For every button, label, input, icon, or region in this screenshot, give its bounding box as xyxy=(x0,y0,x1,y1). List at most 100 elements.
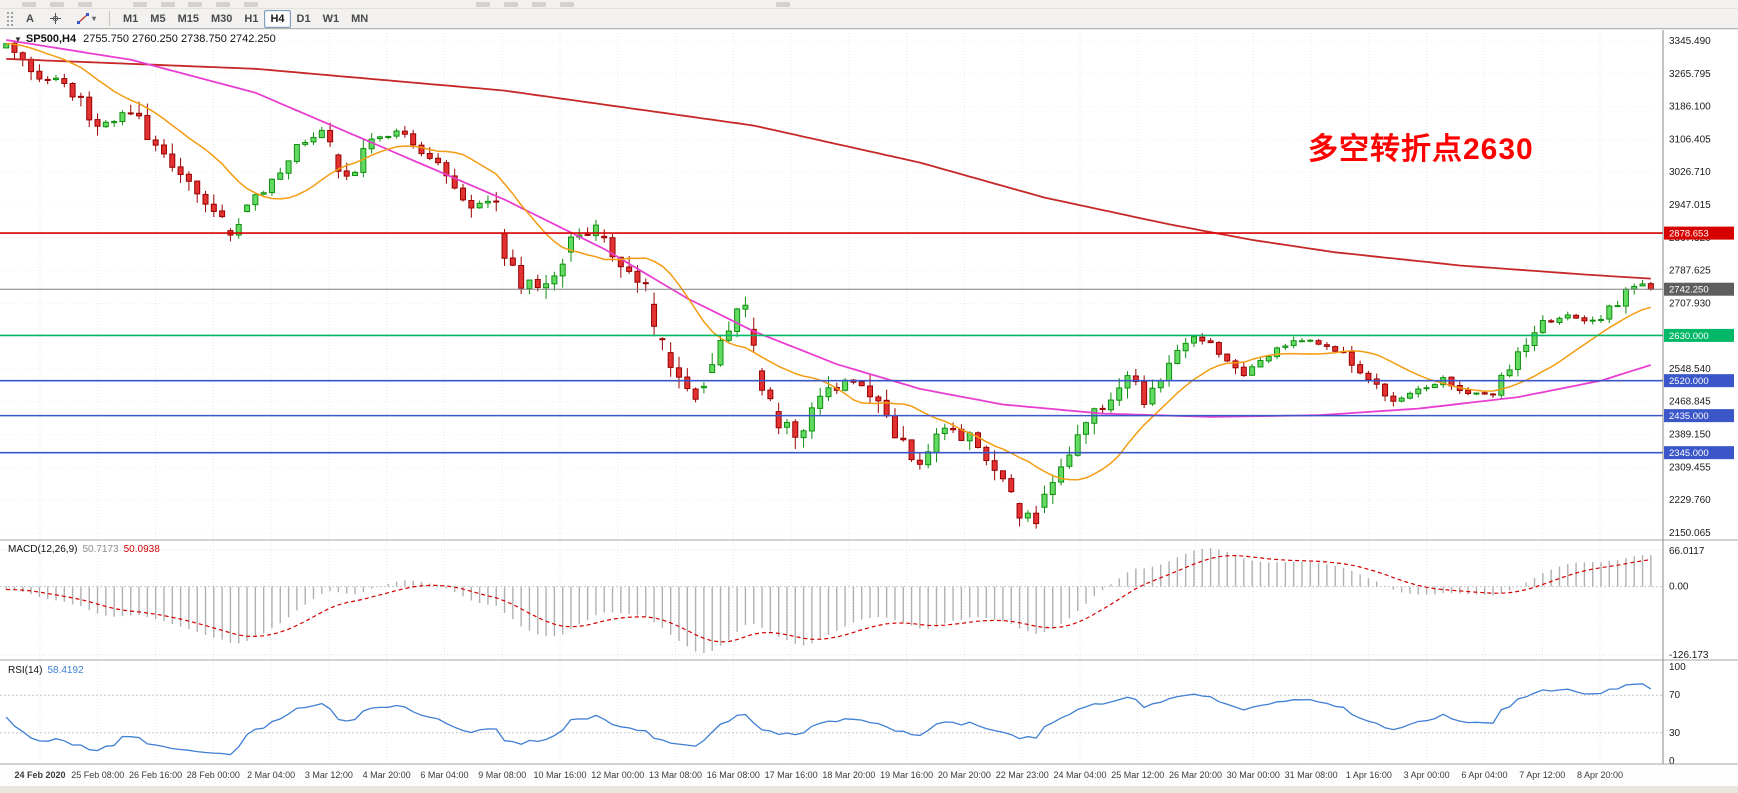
svg-text:0: 0 xyxy=(1669,756,1675,767)
svg-text:3265.795: 3265.795 xyxy=(1669,69,1711,80)
svg-text:24 Mar 04:00: 24 Mar 04:00 xyxy=(1053,770,1106,780)
horizontal-line-2345.000[interactable]: 2345.000 xyxy=(0,446,1734,460)
svg-text:100: 100 xyxy=(1669,662,1686,673)
svg-text:6 Apr 04:00: 6 Apr 04:00 xyxy=(1461,770,1507,780)
rsi-name: RSI(14) xyxy=(8,665,43,676)
svg-text:2150.065: 2150.065 xyxy=(1669,528,1711,539)
svg-text:4 Mar 20:00: 4 Mar 20:00 xyxy=(363,770,411,780)
price-tag-2878.653 xyxy=(1664,226,1734,240)
svg-text:20 Mar 20:00: 20 Mar 20:00 xyxy=(938,770,991,780)
clipped-icon xyxy=(216,2,230,7)
chart-window[interactable]: 3345.490 3265.795 3186.100 3106.405 3026.710… xyxy=(0,30,1738,793)
rsi-axis-labels: 100 70 30 0 xyxy=(1669,662,1686,767)
price-tag-2520.000 xyxy=(1664,374,1734,388)
crosshair-icon xyxy=(50,13,61,24)
svg-text:2345.000: 2345.000 xyxy=(1669,448,1709,459)
svg-text:2389.150: 2389.150 xyxy=(1669,429,1711,440)
ma-fast-orange xyxy=(6,42,1652,481)
rsi-value: 58.4192 xyxy=(47,665,84,676)
svg-text:16 Mar 08:00: 16 Mar 08:00 xyxy=(707,770,760,780)
timeframe-button-h1[interactable]: H1 xyxy=(238,10,264,28)
svg-text:10 Mar 16:00: 10 Mar 16:00 xyxy=(533,770,586,780)
svg-text:8 Apr 20:00: 8 Apr 20:00 xyxy=(1577,770,1623,780)
svg-text:19 Mar 16:00: 19 Mar 16:00 xyxy=(880,770,933,780)
toolbar-separator xyxy=(109,11,111,26)
clipped-toolbar-row xyxy=(0,0,1738,9)
horizontal-line-2435.000[interactable]: 2435.000 xyxy=(0,409,1734,423)
svg-text:26 Feb 16:00: 26 Feb 16:00 xyxy=(129,770,182,780)
current-price-tag xyxy=(1664,282,1734,296)
timeframe-button-d1[interactable]: D1 xyxy=(291,10,317,28)
chart-symbol-title: ▼ SP500,H4 2755.750 2760.250 2738.750 2742… xyxy=(14,33,276,45)
svg-text:66.0117: 66.0117 xyxy=(1669,546,1705,557)
svg-text:0.00: 0.00 xyxy=(1669,582,1689,593)
svg-text:2742.250: 2742.250 xyxy=(1669,285,1709,296)
clipped-icon xyxy=(504,2,518,7)
svg-text:2229.760: 2229.760 xyxy=(1669,495,1711,506)
crosshair-tool-button[interactable] xyxy=(43,10,68,28)
clipped-icon xyxy=(50,2,64,7)
macd-name: MACD(12,26,9) xyxy=(8,544,78,555)
draw-objects-button[interactable]: ▾ xyxy=(70,10,102,28)
svg-text:3186.100: 3186.100 xyxy=(1669,102,1711,113)
timeframe-button-w1[interactable]: W1 xyxy=(317,10,346,28)
clipped-icon xyxy=(776,2,790,7)
svg-text:26 Mar 20:00: 26 Mar 20:00 xyxy=(1169,770,1222,780)
timeframe-button-m15[interactable]: M15 xyxy=(172,10,205,28)
price-tag-2345.000 xyxy=(1664,446,1734,460)
svg-text:3 Mar 12:00: 3 Mar 12:00 xyxy=(305,770,353,780)
svg-text:6 Mar 04:00: 6 Mar 04:00 xyxy=(420,770,468,780)
ma-slow-red xyxy=(6,58,1651,280)
svg-text:2707.930: 2707.930 xyxy=(1669,298,1711,309)
svg-text:2 Mar 04:00: 2 Mar 04:00 xyxy=(247,770,295,780)
svg-text:17 Mar 16:00: 17 Mar 16:00 xyxy=(765,770,818,780)
chart-annotation-text: 多空转折点2630 xyxy=(1308,133,1534,166)
svg-text:2520.000: 2520.000 xyxy=(1669,376,1709,387)
timeframe-button-group: M1 M5 M15 M30 H1 H4 D1 W1 MN xyxy=(117,9,374,28)
svg-text:13 Mar 08:00: 13 Mar 08:00 xyxy=(649,770,702,780)
timeframe-button-m30[interactable]: M30 xyxy=(205,10,238,28)
horizontal-line-2630.000[interactable]: 2630.000 xyxy=(0,328,1734,342)
price-tag-2435.000 xyxy=(1664,409,1734,423)
svg-text:2435.000: 2435.000 xyxy=(1669,411,1709,422)
svg-text:-126.173: -126.173 xyxy=(1669,650,1709,661)
timeframe-button-mn[interactable]: MN xyxy=(345,10,374,28)
clipped-icon xyxy=(161,2,175,7)
timeframe-button-h4[interactable]: H4 xyxy=(264,10,291,28)
symbol-period-label: SP500,H4 xyxy=(25,33,77,45)
clipped-icon xyxy=(532,2,546,7)
rsi-line xyxy=(5,683,1652,756)
svg-text:2468.845: 2468.845 xyxy=(1669,397,1711,408)
price-axis-labels: 3345.490 3265.795 3186.100 3106.405 3026.710… xyxy=(1669,36,1711,539)
timeframe-button-m5[interactable]: M5 xyxy=(144,10,171,28)
svg-text:2878.653: 2878.653 xyxy=(1669,229,1709,240)
candlestick-series xyxy=(3,41,1654,529)
svg-text:18 Mar 20:00: 18 Mar 20:00 xyxy=(822,770,875,780)
collapse-triangle-icon[interactable]: ▼ xyxy=(14,35,22,44)
macd-indicator-label: MACD(12,26,9) 50.7173 50.0938 xyxy=(8,544,165,555)
svg-text:2947.015: 2947.015 xyxy=(1669,200,1711,211)
timeframe-button-m1[interactable]: M1 xyxy=(117,10,144,28)
svg-text:2787.625: 2787.625 xyxy=(1669,266,1711,277)
svg-text:9 Mar 08:00: 9 Mar 08:00 xyxy=(478,770,526,780)
horizontal-line-2878.653[interactable]: 2878.653 xyxy=(0,226,1734,240)
svg-text:25 Feb 08:00: 25 Feb 08:00 xyxy=(71,770,124,780)
macd-histogram xyxy=(5,548,1652,654)
toolbar-grip-handle[interactable] xyxy=(6,11,13,26)
svg-text:31 Mar 08:00: 31 Mar 08:00 xyxy=(1285,770,1338,780)
macd-axis-labels: 66.0117 0.00 -126.173 xyxy=(1669,546,1709,661)
text-tool-button[interactable]: A xyxy=(19,10,41,28)
ma-medium-magenta xyxy=(6,39,1652,418)
price-tag-2630.000 xyxy=(1664,328,1734,342)
svg-text:1 Apr 16:00: 1 Apr 16:00 xyxy=(1346,770,1392,780)
svg-text:70: 70 xyxy=(1669,690,1681,701)
svg-text:2309.455: 2309.455 xyxy=(1669,462,1711,473)
svg-text:30 Mar 00:00: 30 Mar 00:00 xyxy=(1227,770,1280,780)
horizontal-line-2520.000[interactable]: 2520.000 xyxy=(0,374,1734,388)
macd-signal-value: 50.0938 xyxy=(123,544,160,555)
macd-main-value: 50.7173 xyxy=(82,544,119,555)
chevron-down-icon: ▾ xyxy=(92,14,97,23)
rsi-indicator-label: RSI(14) 58.4192 xyxy=(8,665,89,676)
time-axis-labels: 24 Feb 2020 25 Feb 08:00 26 Feb 16:00 28 Fe… xyxy=(14,770,1623,780)
